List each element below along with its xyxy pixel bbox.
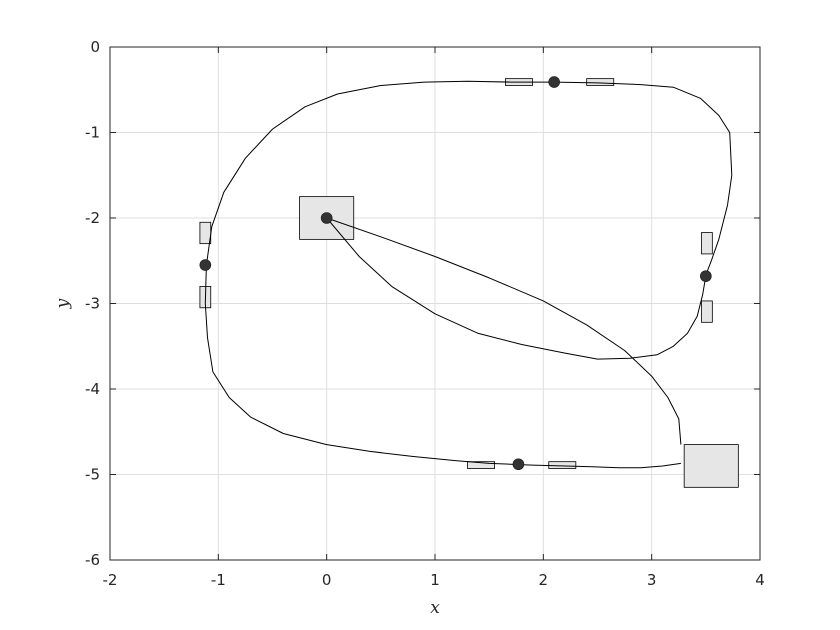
data-point	[512, 458, 525, 471]
trajectory-line	[326, 217, 682, 445]
box	[683, 444, 739, 488]
boxes	[199, 78, 739, 488]
y-tick-label: -4	[85, 380, 100, 398]
trajectories	[204, 80, 733, 469]
box	[701, 300, 713, 323]
markers	[199, 76, 712, 471]
trajectory-line	[204, 80, 733, 469]
x-tick-label: 3	[647, 571, 657, 589]
y-tick-label: -6	[85, 551, 100, 569]
box	[199, 221, 212, 245]
data-point	[700, 270, 712, 282]
x-tick-label: -1	[211, 571, 226, 589]
x-tick-label: 4	[755, 571, 765, 589]
box	[467, 461, 495, 469]
box	[701, 232, 713, 255]
data-point	[199, 259, 212, 271]
data-point	[320, 212, 333, 224]
x-tick-label: 2	[539, 571, 549, 589]
data-point	[548, 76, 560, 88]
ticks: -2 -1 0 1 2 3 4 -6 -5 -4 -3 -2 -1 0	[85, 38, 765, 589]
x-tick-label: -2	[103, 571, 118, 589]
x-tick-label: 0	[322, 571, 332, 589]
y-tick-label: -5	[85, 466, 100, 484]
box	[548, 461, 577, 469]
y-tick-label: -1	[85, 124, 100, 142]
y-tick-label: 0	[90, 38, 100, 56]
box	[586, 78, 615, 86]
x-tick-label: 1	[430, 571, 440, 589]
y-axis-label: y	[53, 298, 73, 309]
y-tick-label: -3	[85, 295, 100, 313]
y-tick-label: -2	[85, 209, 100, 227]
x-axis-label: x	[430, 598, 440, 618]
